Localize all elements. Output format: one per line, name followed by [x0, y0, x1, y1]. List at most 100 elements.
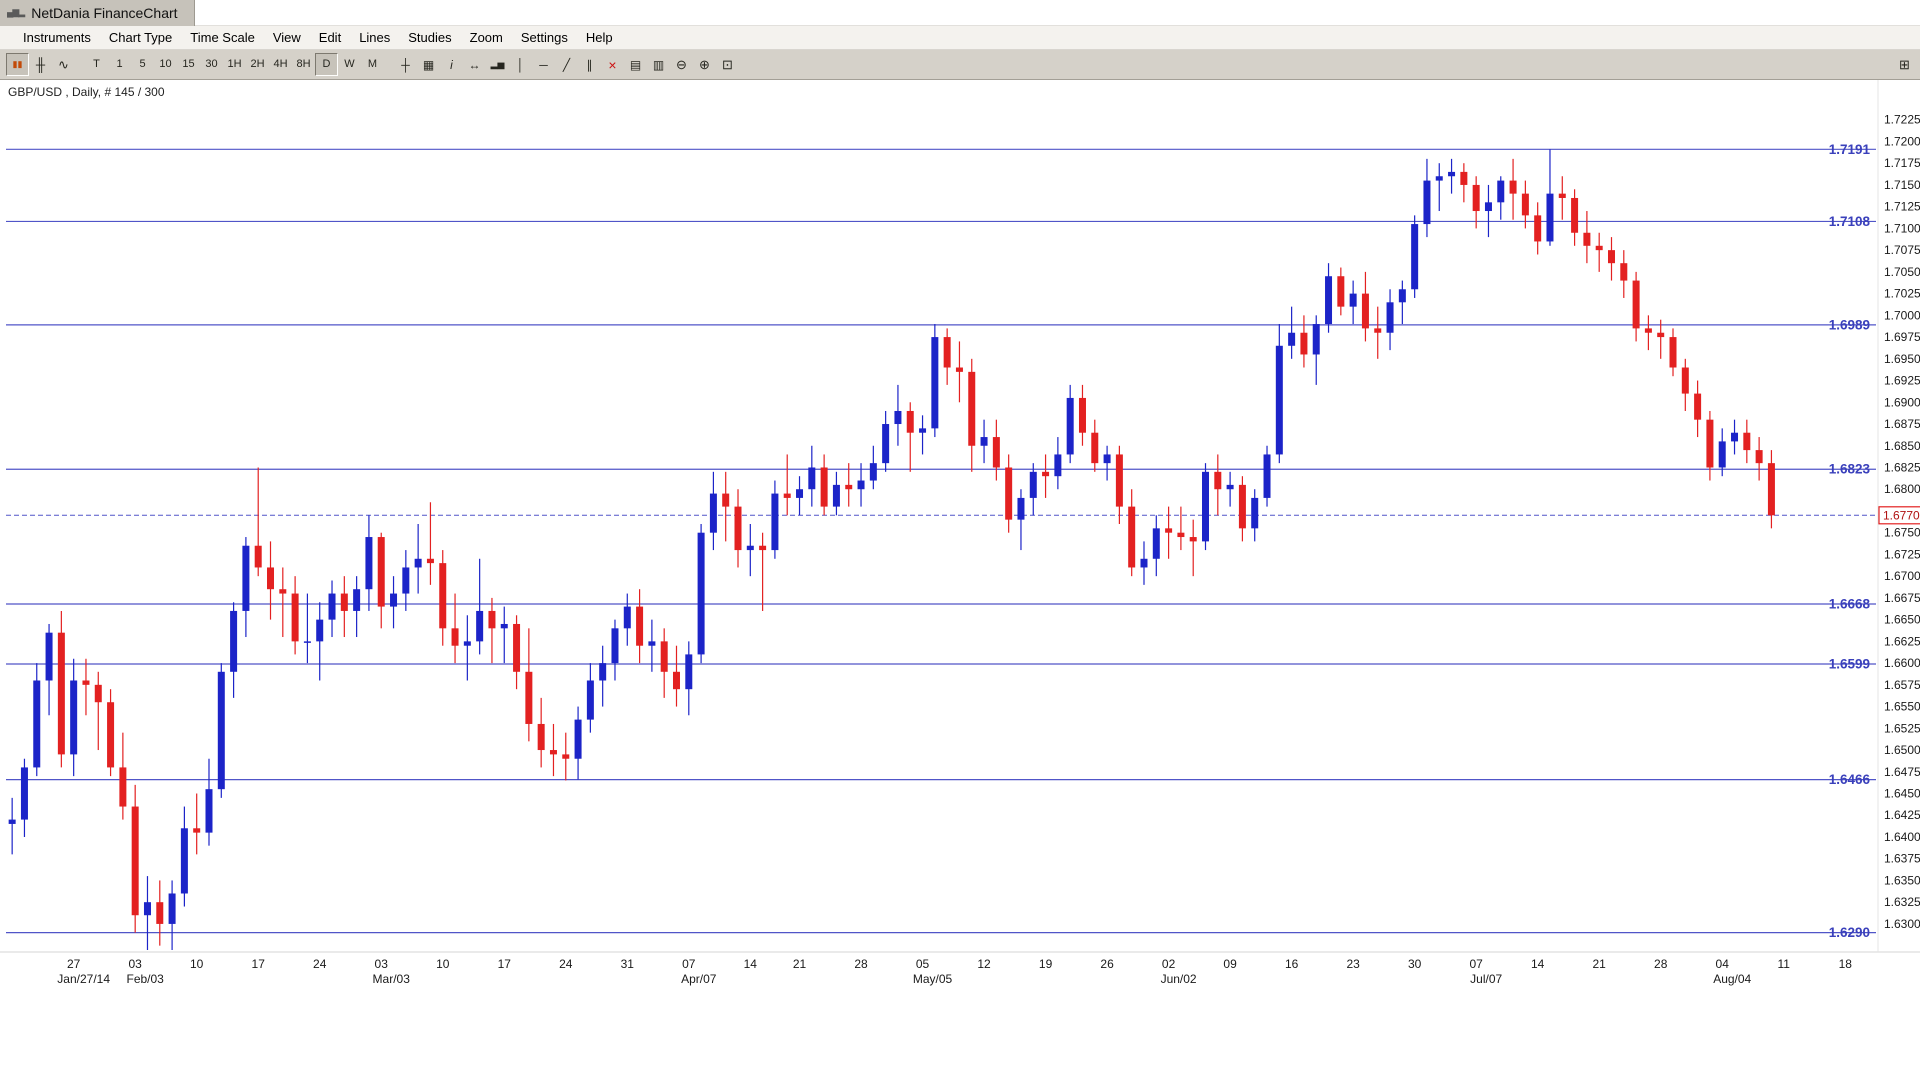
popout-window-button[interactable]: ⊞ [1893, 53, 1916, 76]
menu-lines[interactable]: Lines [359, 30, 391, 45]
fit-chart-button[interactable]: ⊡ [716, 53, 739, 76]
candle-body [1472, 184, 1480, 212]
popout-window-icon: ⊞ [1899, 57, 1910, 72]
candle-body [1644, 328, 1652, 333]
timeframe-5m-button[interactable]: 5 [131, 53, 154, 76]
timeframe-weekly-button[interactable]: W [338, 53, 361, 76]
horizontal-line-button[interactable]: ─ [532, 53, 555, 76]
timeframe-30m-label: 30 [205, 58, 218, 70]
scroll-horizontal-button[interactable]: ↔ [463, 53, 486, 76]
candle-body [500, 623, 508, 629]
price-axis-label: 1.6325 [1884, 895, 1920, 909]
line-chart-icon: ∿ [58, 57, 69, 72]
timeframe-10m-button[interactable]: 10 [154, 53, 177, 76]
line-chart-button[interactable]: ∿ [52, 53, 75, 76]
zoom-out-button[interactable]: ⊖ [670, 53, 693, 76]
trend-line-button[interactable]: ╱ [555, 53, 578, 76]
parallel-lines-button[interactable]: ∥ [578, 53, 601, 76]
date-tick-label: 14 [1531, 957, 1545, 971]
current-price-tag-box [1878, 506, 1920, 525]
menu-zoom[interactable]: Zoom [469, 30, 503, 45]
menu-view[interactable]: View [272, 30, 301, 45]
menu-edit[interactable]: Edit [318, 30, 342, 45]
candle-body [746, 545, 754, 551]
date-tick-sublabel: Apr/07 [681, 972, 717, 986]
fit-chart-icon: ⊡ [722, 57, 733, 72]
candle-body [906, 410, 914, 433]
menu-bar: Instruments Chart Type Time Scale View Edit L… [0, 26, 1920, 50]
candle-body [832, 484, 840, 507]
delete-drawing-button[interactable]: × [601, 53, 624, 76]
info-tool-button[interactable]: i [440, 53, 463, 76]
menu-time-scale[interactable]: Time Scale [190, 30, 255, 45]
menu-chart-type[interactable]: Chart Type [108, 30, 173, 45]
menu-studies[interactable]: Studies [408, 30, 452, 45]
candle-body [636, 606, 644, 646]
volume-icon: ▂▅ [490, 59, 505, 69]
candle-body [1312, 324, 1320, 355]
parallel-lines-icon: ∥ [586, 57, 593, 72]
candle-body [586, 680, 594, 720]
candle-body [1288, 332, 1296, 346]
candle-body [992, 437, 1000, 468]
toolbar-separator [75, 50, 85, 79]
timeframe-4h-button[interactable]: 4H [269, 53, 292, 76]
candle-body [955, 367, 963, 372]
timeframe-1m-button[interactable]: 1 [108, 53, 131, 76]
date-tick-label: 16 [1285, 957, 1299, 971]
timeframe-30m-button[interactable]: 30 [200, 53, 223, 76]
timeframe-monthly-button[interactable]: M [361, 53, 384, 76]
date-tick-label: 24 [559, 957, 573, 971]
zoom-in-button[interactable]: ⊕ [693, 53, 716, 76]
candle-body [869, 463, 877, 481]
candle-body [771, 493, 779, 551]
date-tick-label: 07 [682, 957, 696, 971]
date-tick-label: 23 [1346, 957, 1360, 971]
candle-body [648, 641, 656, 646]
chart-area: GBP/USD , Daily, # 145 / 300 1.7191 1.710… [0, 80, 1920, 1080]
price-axis-label: 1.6925 [1884, 374, 1920, 388]
candle-body [1226, 484, 1234, 490]
menu-settings[interactable]: Settings [520, 30, 568, 45]
level-label: 1.6823 [1829, 462, 1871, 477]
candle-body [119, 767, 127, 807]
date-tick-label: 18 [1839, 957, 1853, 971]
bar-chart-button[interactable]: ╫ [29, 53, 52, 76]
candle-body [1017, 497, 1025, 520]
timeframe-daily-button[interactable]: D [315, 53, 338, 76]
date-tick-label: 10 [190, 957, 204, 971]
candle-body [1361, 293, 1369, 329]
date-tick-label: 28 [854, 957, 868, 971]
candle-body [919, 428, 927, 433]
menu-help[interactable]: Help [585, 30, 613, 45]
candlestick-chart-button[interactable]: ▮▮ [6, 53, 29, 76]
timeframe-15m-button[interactable]: 15 [177, 53, 200, 76]
candle-body [402, 567, 410, 594]
candle-body [267, 567, 275, 590]
crosshair-button[interactable]: ┼ [394, 53, 417, 76]
candle-body [1189, 537, 1197, 542]
candle-body [414, 558, 422, 568]
candlestick-chart[interactable]: 1.7191 1.7108 1.6989 1.6823 1.6668 1.6599 1.64… [0, 80, 1920, 1080]
volume-button[interactable]: ▂▅ [486, 53, 509, 76]
timeframe-1h-button[interactable]: 1H [223, 53, 246, 76]
candle-body [1029, 471, 1037, 498]
print-button[interactable]: ▤ [624, 53, 647, 76]
menu-instruments[interactable]: Instruments [23, 30, 91, 45]
timeframe-8h-button[interactable]: 8H [292, 53, 315, 76]
candle-body [734, 506, 742, 551]
grid-icon: ▦ [422, 57, 435, 72]
timeframe-tick-button[interactable]: T [85, 53, 108, 76]
print-preview-button[interactable]: ▥ [647, 53, 670, 76]
vertical-line-button[interactable]: │ [509, 53, 532, 76]
date-tick-label: 07 [1469, 957, 1483, 971]
date-tick-label: 14 [744, 957, 758, 971]
candle-body [562, 754, 570, 759]
level-label: 1.6290 [1829, 925, 1870, 940]
timeframe-2h-button[interactable]: 2H [246, 53, 269, 76]
date-tick-label: 11 [1777, 957, 1790, 971]
candle-body [1078, 397, 1086, 433]
candle-body [1706, 419, 1714, 468]
price-axis-label: 1.6650 [1884, 613, 1920, 627]
grid-button[interactable]: ▦ [417, 53, 440, 76]
